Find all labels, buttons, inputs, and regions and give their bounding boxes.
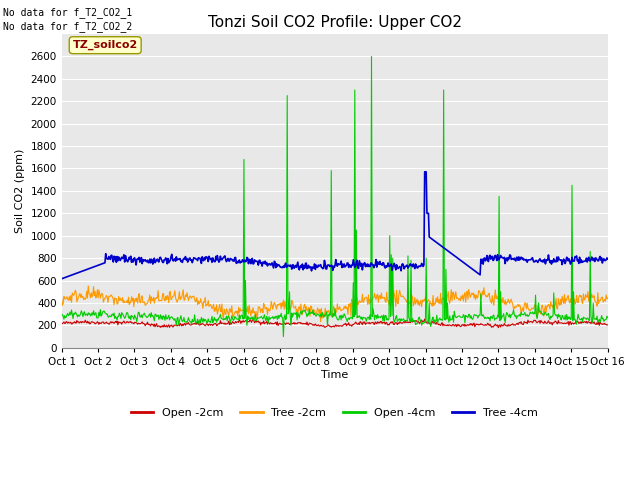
X-axis label: Time: Time (321, 370, 348, 380)
Text: TZ_soilco2: TZ_soilco2 (72, 40, 138, 50)
Text: No data for f_T2_CO2_1: No data for f_T2_CO2_1 (3, 7, 132, 18)
Y-axis label: Soil CO2 (ppm): Soil CO2 (ppm) (15, 149, 25, 233)
Title: Tonzi Soil CO2 Profile: Upper CO2: Tonzi Soil CO2 Profile: Upper CO2 (207, 15, 461, 30)
Legend: Open -2cm, Tree -2cm, Open -4cm, Tree -4cm: Open -2cm, Tree -2cm, Open -4cm, Tree -4… (127, 404, 543, 422)
Text: No data for f_T2_CO2_2: No data for f_T2_CO2_2 (3, 21, 132, 32)
